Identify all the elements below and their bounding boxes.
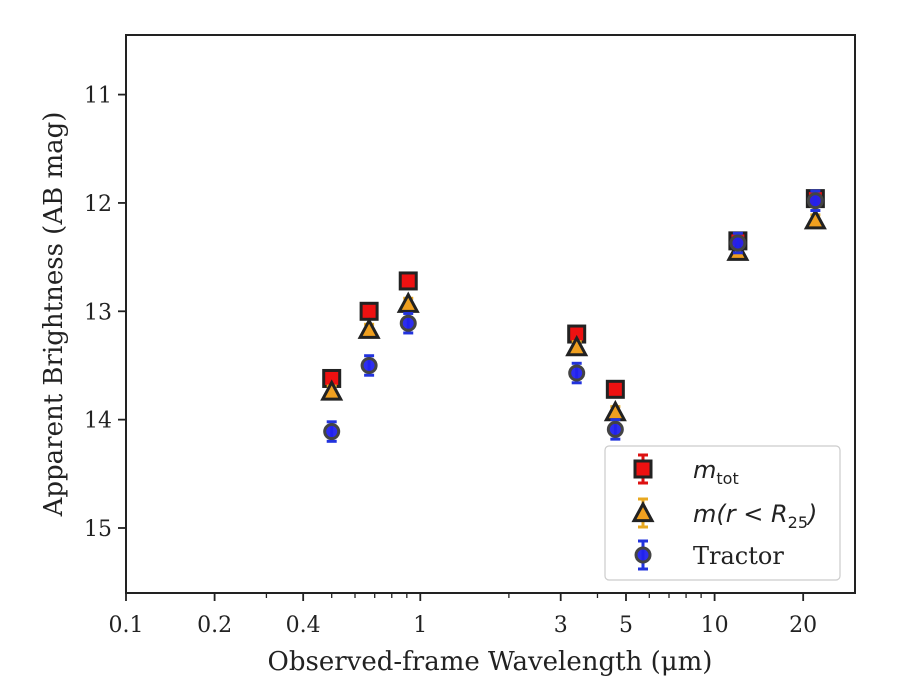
y-tick-label-2: 13 (84, 300, 112, 325)
data-marks (320, 189, 827, 443)
legend-label-mr25: m(r < R25) (693, 500, 817, 532)
tractor-point-5 (729, 234, 747, 252)
x-tick-label-5: 5 (619, 613, 633, 638)
y-tick-label-0: 11 (84, 84, 112, 109)
tractor-point-3 (568, 364, 586, 382)
legend-label-tractor: Tractor (693, 542, 784, 570)
legend-marker-tractor (634, 546, 652, 564)
mr25-point-3 (565, 334, 589, 357)
mr25-point-2 (396, 291, 420, 313)
tractor-point-1 (360, 356, 378, 374)
tractor-point-2 (399, 314, 417, 332)
mtot-point-1 (359, 301, 379, 321)
legend-marker-mtot (633, 459, 653, 479)
legend-marker-mr25 (631, 500, 655, 523)
mr25-point-0 (320, 379, 344, 401)
series-tractor (323, 189, 824, 443)
y-tick-label-3: 14 (84, 409, 112, 434)
x-axis: 0.1 0.2 0.4 1 3 5 10 20 (109, 593, 817, 638)
x-tick-label-6: 10 (701, 613, 729, 638)
x-tick-label-3: 1 (413, 613, 427, 638)
y-tick-label-1: 12 (84, 192, 112, 217)
plot-frame (125, 34, 856, 594)
y-axis: 11 12 13 14 15 (84, 84, 126, 542)
x-tick-label-0: 0.1 (109, 613, 144, 638)
tractor-point-0 (323, 423, 341, 441)
legend-box (604, 445, 841, 581)
x-axis-label: Observed-frame Wavelength (μm) (268, 647, 713, 677)
legend-label-mtot: mtot (693, 456, 739, 488)
mr25-point-1 (357, 317, 381, 339)
x-tick-label-2: 0.4 (286, 613, 321, 638)
tractor-point-6 (806, 192, 824, 210)
mr25-point-6 (803, 208, 827, 230)
y-axis-label: Apparent Brightness (AB mag) (39, 112, 69, 518)
x-tick-label-4: 3 (554, 613, 568, 638)
y-tick-label-4: 15 (84, 517, 112, 542)
x-tick-label-1: 0.2 (197, 613, 232, 638)
mtot-point-4 (605, 379, 625, 399)
mtot-point-2 (398, 271, 418, 291)
tractor-point-4 (606, 420, 624, 438)
legend: mtot m(r < R25) Tractor (604, 445, 841, 581)
x-tick-label-7: 20 (789, 613, 817, 638)
